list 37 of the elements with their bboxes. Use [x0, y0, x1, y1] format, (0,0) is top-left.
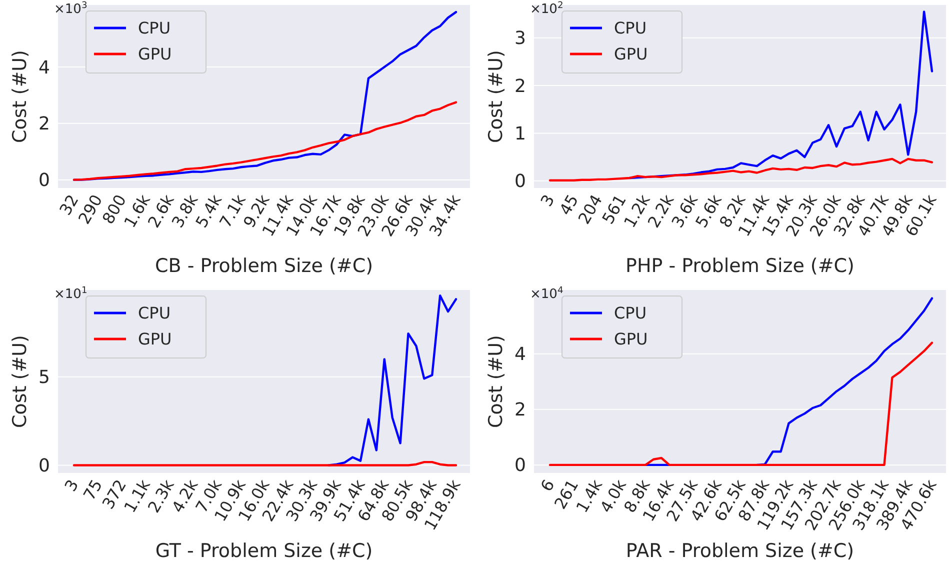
legend-label: CPU: [614, 304, 647, 323]
legend-label: GPU: [614, 44, 648, 64]
legend-label: CPU: [614, 18, 647, 38]
x-tick-label: 3: [60, 476, 82, 495]
legend-label: GPU: [138, 44, 172, 64]
y-axis-title: Cost (#U): [9, 335, 31, 428]
annotation: ×10$^{2}$: [530, 1, 564, 17]
y-axis-title: Cost (#U): [9, 50, 31, 143]
annotation: ×10$^{3}$: [54, 1, 88, 17]
y-tick-label: 0: [38, 170, 50, 192]
y-tick-label: 4: [514, 344, 526, 366]
line-series: [72, 101, 458, 181]
y-tick-label: 5: [38, 367, 50, 388]
y-tick-label: 0: [514, 171, 526, 192]
y-tick-label: 3: [514, 28, 526, 50]
legend-label: CPU: [138, 18, 171, 38]
y-axis-title: Cost (#U): [485, 50, 507, 143]
annotation: ×10$^{1}$: [54, 286, 88, 302]
line-series: [548, 158, 934, 182]
y-tick-label: 2: [514, 400, 526, 421]
legend-label: GPU: [614, 330, 648, 349]
y-tick-label: 2: [514, 76, 526, 97]
annotation: ×10$^{4}$: [530, 286, 564, 302]
x-axis-title: PHP - Problem Size (#C): [626, 255, 854, 277]
legend-label: GPU: [138, 330, 172, 349]
y-axis-title: Cost (#U): [485, 335, 507, 428]
x-axis-title: GT - Problem Size (#C): [155, 540, 373, 562]
y-tick-label: 0: [514, 455, 526, 476]
x-tick-label: 3: [536, 191, 558, 210]
y-tick-label: 0: [38, 456, 50, 477]
x-axis-title: CB - Problem Size (#C): [154, 255, 374, 277]
y-tick-label: 4: [38, 57, 50, 78]
legend-label: CPU: [138, 304, 171, 323]
y-tick-label: 1: [514, 123, 526, 144]
y-tick-label: 2: [38, 114, 50, 135]
x-tick-label: 6: [536, 476, 558, 495]
x-axis-title: PAR - Problem Size (#C): [626, 540, 854, 562]
